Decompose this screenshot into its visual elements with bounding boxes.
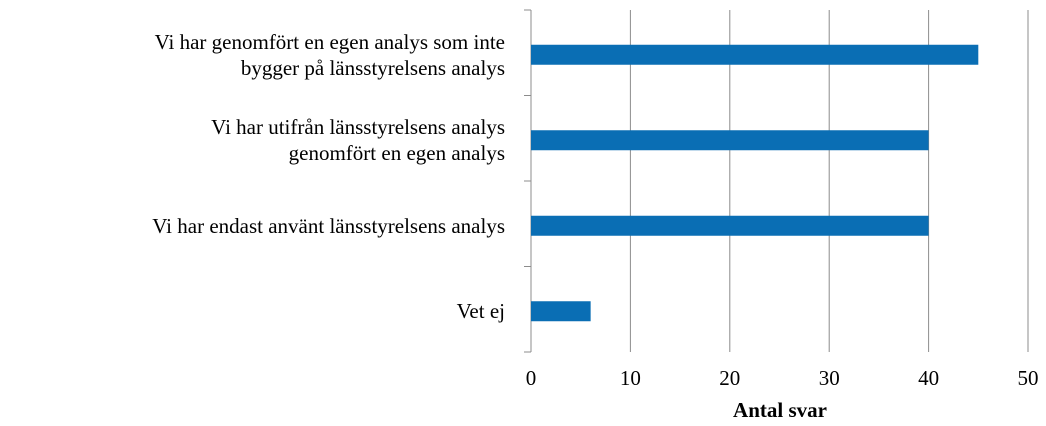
- bar: [531, 130, 929, 151]
- x-tick-label: 0: [526, 366, 537, 390]
- x-axis-label: Antal svar: [733, 398, 827, 422]
- y-tick-label: Vet ej: [456, 299, 505, 324]
- y-tick-label: Vi har utifrån länsstyrelsens analys gen…: [211, 115, 505, 166]
- y-tick-label: Vi har genomfört en egen analys som inte…: [154, 29, 505, 80]
- x-tick-label: 10: [620, 366, 641, 390]
- bar: [531, 44, 979, 65]
- x-tick-label: 30: [819, 366, 840, 390]
- x-tick-label: 20: [719, 366, 740, 390]
- bar: [531, 215, 929, 236]
- x-tick-label: 50: [1018, 366, 1039, 390]
- x-tick-label: 40: [918, 366, 939, 390]
- bar: [531, 301, 591, 322]
- y-tick-label: Vi har endast använt länsstyrelsens anal…: [152, 213, 505, 238]
